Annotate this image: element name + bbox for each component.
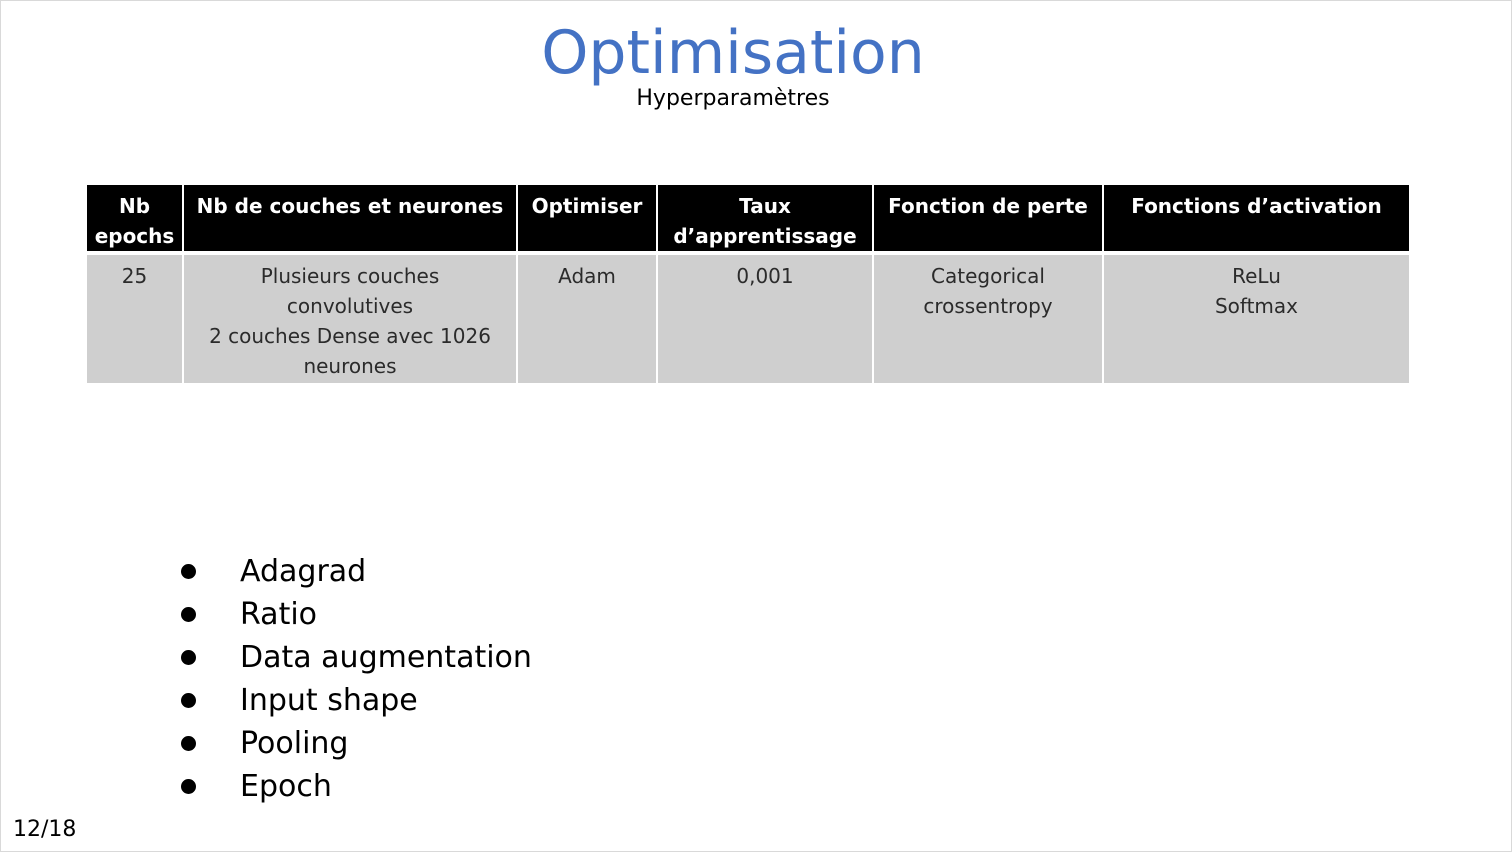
bullet-icon: [181, 736, 196, 751]
slide-subtitle: Hyperparamètres: [636, 86, 830, 111]
hyperparameters-table: Nb epochs Nb de couches et neurones Opti…: [87, 185, 1409, 383]
table-row: 25 Plusieurs couches convolutives 2 couc…: [87, 251, 1409, 383]
bullet-icon: [181, 779, 196, 794]
header-nb-epochs: Nb epochs: [87, 185, 183, 253]
cell-activation-functions: ReLu Softmax: [1102, 251, 1409, 383]
list-item: Data augmentation: [181, 636, 532, 679]
cell-learning-rate: 0,001: [656, 251, 873, 383]
header-layers-neurons: Nb de couches et neurones: [182, 185, 517, 253]
header-learning-rate: Taux d’apprentissage: [656, 185, 873, 253]
bullet-icon: [181, 693, 196, 708]
table-header-row: Nb epochs Nb de couches et neurones Opti…: [87, 185, 1409, 253]
page-number: 12/18: [13, 817, 77, 842]
list-item: Pooling: [181, 722, 532, 765]
header-optimiser: Optimiser: [516, 185, 657, 253]
bullet-icon: [181, 564, 196, 579]
list-item: Input shape: [181, 679, 532, 722]
list-item: Adagrad: [181, 550, 532, 593]
cell-layers-neurons: Plusieurs couches convolutives 2 couches…: [182, 251, 517, 383]
bullet-icon: [181, 650, 196, 665]
header-loss-function: Fonction de perte: [872, 185, 1103, 253]
bullet-icon: [181, 607, 196, 622]
list-item: Ratio: [181, 593, 532, 636]
cell-epochs: 25: [87, 251, 183, 383]
cell-loss-function: Categorical crossentropy: [872, 251, 1103, 383]
cell-optimiser: Adam: [516, 251, 657, 383]
list-item: Epoch: [181, 765, 532, 808]
slide-title: Optimisation: [541, 18, 925, 88]
bullet-list: Adagrad Ratio Data augmentation Input sh…: [181, 550, 532, 808]
header-activation-functions: Fonctions d’activation: [1102, 185, 1409, 253]
